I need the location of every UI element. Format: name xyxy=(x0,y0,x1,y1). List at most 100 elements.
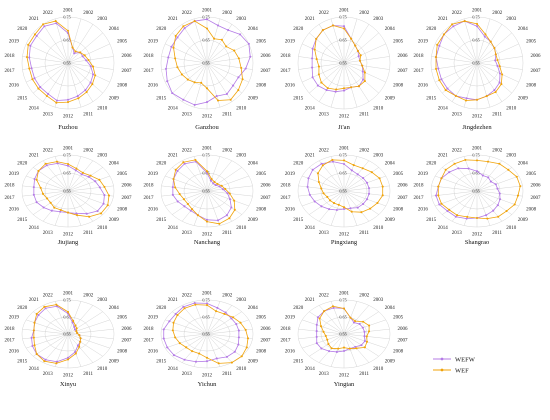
axis-category-label: 2017 xyxy=(144,196,155,201)
axis-category-label: 2009 xyxy=(518,96,529,101)
data-point-wef xyxy=(193,81,196,84)
data-point-wef xyxy=(37,87,40,90)
data-point-wef xyxy=(320,187,323,190)
data-point-wef xyxy=(237,89,240,92)
data-point-wefw xyxy=(237,329,240,332)
data-point-wef xyxy=(45,94,48,97)
data-point-wefw xyxy=(182,98,185,101)
axis-category-label: 2006 xyxy=(121,184,131,189)
data-point-wef xyxy=(342,346,346,349)
axis-category-label: 2014 xyxy=(438,106,449,111)
data-point-wef xyxy=(319,325,323,328)
data-point-wefw xyxy=(454,215,457,218)
data-point-wef xyxy=(174,336,177,339)
axis-spoke xyxy=(42,333,69,363)
axis-category-label: 2018 xyxy=(144,327,155,332)
data-point-wefw xyxy=(315,342,318,345)
data-point-wefw xyxy=(363,340,366,343)
data-point-wefw xyxy=(73,325,76,328)
legend-swatch-marker-wefw xyxy=(440,357,444,361)
data-point-wefw xyxy=(498,192,501,195)
axis-category-label: 2011 xyxy=(83,113,93,118)
axis-category-label: 2003 xyxy=(97,298,108,303)
data-point-wefw xyxy=(30,336,33,339)
axis-category-label: 2003 xyxy=(506,154,516,159)
data-point-wefw xyxy=(171,186,174,189)
axis-category-label: 2020 xyxy=(156,162,167,167)
radial-tick-label: 0.75 xyxy=(63,153,70,158)
data-point-wefw xyxy=(30,67,33,70)
data-point-wef xyxy=(321,164,324,167)
axis-spoke xyxy=(161,190,208,197)
axis-category-label: 2017 xyxy=(144,69,155,74)
axis-category-label: 2002 xyxy=(359,148,370,153)
data-point-wef xyxy=(106,204,109,207)
data-point-wefw xyxy=(35,201,38,204)
radial-tick-label: 0.75 xyxy=(202,298,209,303)
data-point-wef xyxy=(99,212,103,215)
chart-title: Fuzhou xyxy=(58,124,78,131)
data-point-wef xyxy=(368,324,371,327)
data-point-wefw xyxy=(89,81,92,84)
data-point-wef xyxy=(515,175,518,178)
series-line-wefw xyxy=(311,25,364,93)
data-point-wef xyxy=(35,312,38,316)
radial-tick-label: 0.65 xyxy=(63,38,70,43)
radial-tick-label: 0.55 xyxy=(339,189,346,194)
axis-spoke xyxy=(67,62,82,108)
data-point-wef xyxy=(76,331,79,335)
data-point-wefw xyxy=(224,311,227,314)
axis-spoke xyxy=(206,333,249,349)
axis-spoke xyxy=(302,62,345,83)
data-point-wef xyxy=(361,167,364,170)
data-point-wefw xyxy=(225,92,228,96)
axis-spoke xyxy=(476,62,519,83)
data-point-wef xyxy=(486,217,489,220)
data-point-wefw xyxy=(342,162,346,166)
axis-spoke xyxy=(343,190,370,222)
data-point-wefw xyxy=(452,25,455,28)
axis-category-label: 2002 xyxy=(492,148,503,153)
axis-category-label: 2014 xyxy=(305,226,316,231)
axis-category-label: 2008 xyxy=(256,350,267,355)
axis-category-label: 2007 xyxy=(121,69,131,74)
series-line-wefw xyxy=(163,302,240,363)
axis-category-label: 2016 xyxy=(148,208,159,213)
axis-category-label: 2021 xyxy=(305,17,316,22)
data-point-wef xyxy=(27,43,30,46)
data-point-wef xyxy=(171,329,174,332)
radial-tick-label: 0.55 xyxy=(63,61,70,66)
axis-spoke xyxy=(206,333,233,363)
data-point-wef xyxy=(436,43,439,46)
data-point-wefw xyxy=(358,322,361,326)
data-point-wefw xyxy=(235,323,238,326)
data-point-wef xyxy=(438,79,441,82)
data-point-wefw xyxy=(168,320,171,323)
data-point-wef xyxy=(66,211,70,214)
data-point-wef xyxy=(42,23,45,26)
axis-spoke xyxy=(476,160,503,192)
axis-category-label: 2009 xyxy=(385,360,396,365)
data-point-wef xyxy=(363,346,366,349)
axis-category-label: 2014 xyxy=(29,367,40,372)
axis-category-label: 2015 xyxy=(156,218,167,223)
data-point-wefw xyxy=(360,344,363,347)
data-point-wef xyxy=(71,46,74,49)
axis-category-label: 2001 xyxy=(339,292,350,297)
data-point-wefw xyxy=(249,55,252,58)
data-point-wefw xyxy=(311,47,314,50)
data-point-wef xyxy=(216,182,219,185)
data-point-wefw xyxy=(320,347,323,350)
data-point-wefw xyxy=(362,176,365,180)
axis-spoke xyxy=(181,305,208,335)
axis-category-label: 2016 xyxy=(9,350,20,355)
data-point-wef xyxy=(240,355,243,358)
data-point-wefw xyxy=(98,186,101,189)
axis-spoke xyxy=(302,43,345,64)
axis-category-label: 2019 xyxy=(9,40,20,45)
data-point-wef xyxy=(176,314,179,317)
chart-title: Jingdezhen xyxy=(462,124,492,131)
data-point-wefw xyxy=(335,350,338,353)
data-point-wef xyxy=(329,199,332,202)
